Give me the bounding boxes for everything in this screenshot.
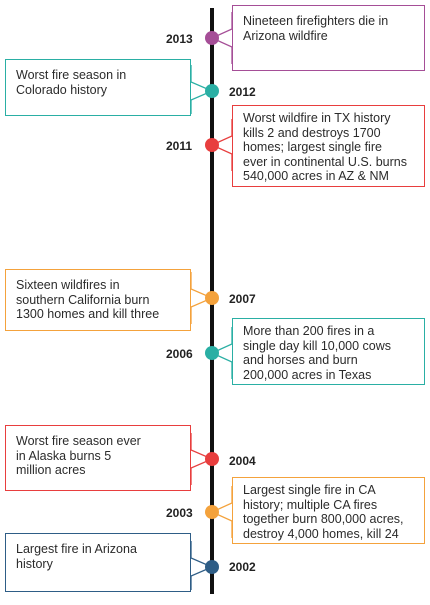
timeline-dot-2002 — [205, 560, 219, 574]
event-box-2012: Worst fire season in Colorado history — [5, 59, 191, 116]
event-box-2003: Largest single fire in CA history; multi… — [232, 477, 425, 544]
event-box-2011: Worst wildfire in TX history kills 2 and… — [232, 105, 425, 187]
event-box-2006: More than 200 fires in a single day kill… — [232, 318, 425, 385]
year-label-2013: 2013 — [166, 32, 193, 46]
event-box-2013: Nineteen firefighters die in Arizona wil… — [232, 5, 425, 71]
year-label-2003: 2003 — [166, 506, 193, 520]
timeline-dot-2007 — [205, 291, 219, 305]
timeline-dot-2006 — [205, 346, 219, 360]
year-label-2004: 2004 — [229, 454, 256, 468]
timeline-dot-2012 — [205, 84, 219, 98]
event-box-2007: Sixteen wildfires in southern California… — [5, 269, 191, 331]
year-label-2011: 2011 — [166, 139, 193, 153]
timeline-dot-2003 — [205, 505, 219, 519]
event-box-2002: Largest fire in Arizona history — [5, 533, 191, 592]
year-label-2012: 2012 — [229, 85, 256, 99]
year-label-2002: 2002 — [229, 560, 256, 574]
year-label-2007: 2007 — [229, 292, 256, 306]
timeline-dot-2004 — [205, 452, 219, 466]
timeline-dot-2011 — [205, 138, 219, 152]
event-box-2004: Worst fire season ever in Alaska burns 5… — [5, 425, 191, 491]
year-label-2006: 2006 — [166, 347, 193, 361]
timeline-dot-2013 — [205, 31, 219, 45]
